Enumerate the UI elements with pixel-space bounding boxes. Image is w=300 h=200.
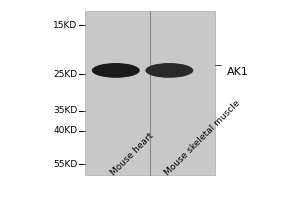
- Text: AK1: AK1: [227, 67, 249, 77]
- Text: 40KD: 40KD: [53, 126, 77, 135]
- Ellipse shape: [145, 63, 193, 78]
- Text: 35KD: 35KD: [53, 106, 77, 115]
- Ellipse shape: [92, 63, 140, 78]
- Text: 15KD: 15KD: [53, 21, 77, 30]
- Text: Mouse skeletal muscle: Mouse skeletal muscle: [163, 98, 242, 177]
- FancyBboxPatch shape: [85, 11, 215, 175]
- Text: Mouse heart: Mouse heart: [110, 131, 156, 177]
- Text: 55KD: 55KD: [53, 160, 77, 169]
- Text: 25KD: 25KD: [53, 70, 77, 79]
